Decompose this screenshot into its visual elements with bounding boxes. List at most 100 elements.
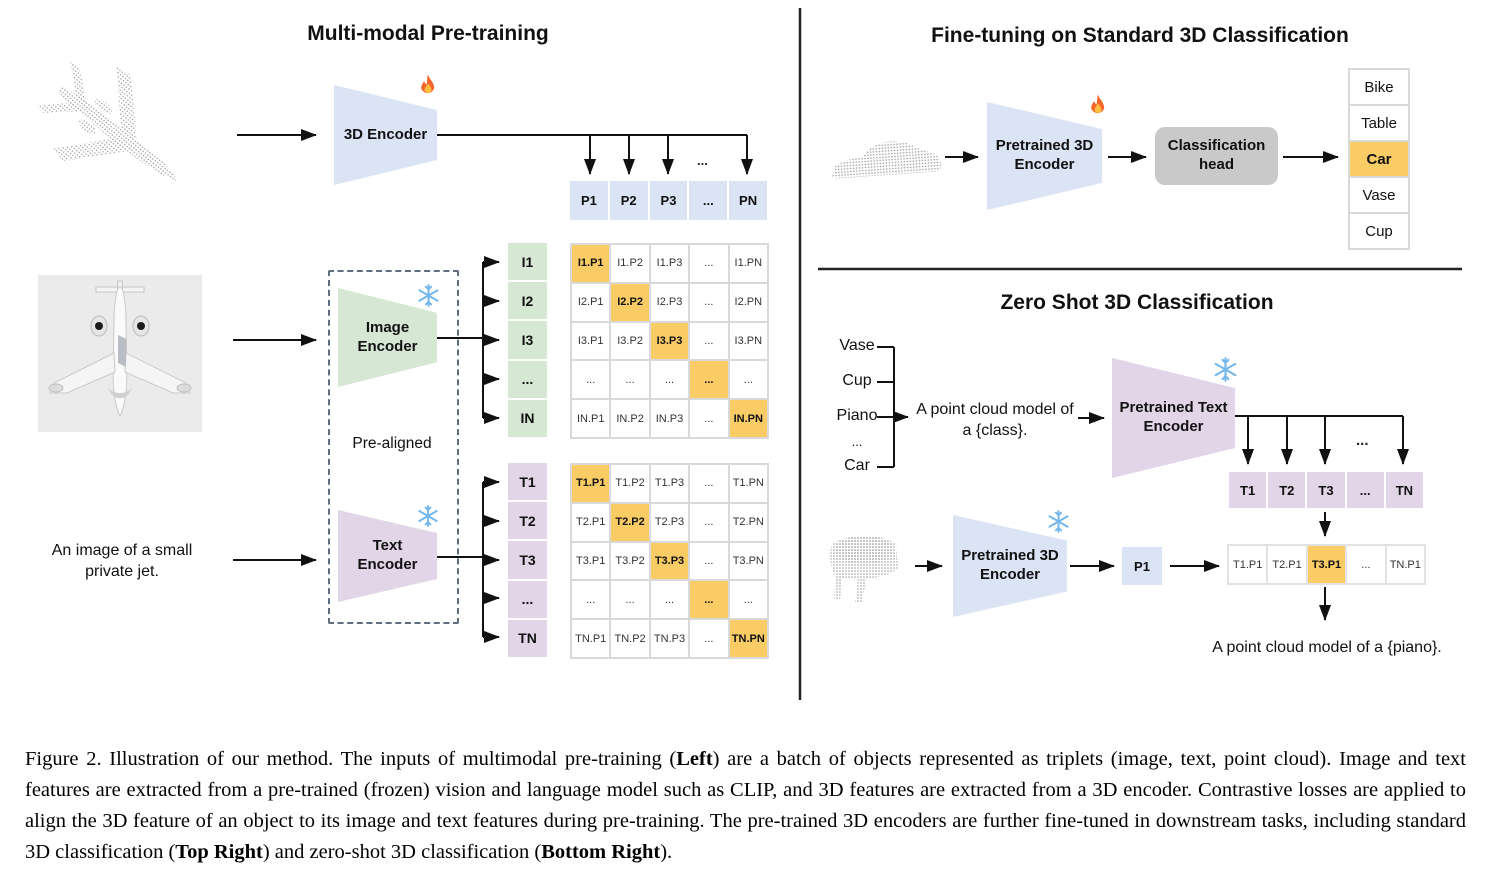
classification-head-label: head [1198,156,1234,173]
text-point-similarity-cell: ... [689,580,729,620]
image-point-similarity-cell: I1.P2 [610,244,650,283]
image-point-similarity-cell: I1.P1 [571,244,611,283]
text-encoder-label: Text [372,537,403,555]
fire-icon [1091,94,1105,114]
image-point-similarity-cell: IN.P1 [571,399,611,438]
image-point-similarity-cell: I3.PN [728,321,768,361]
point-feature-cell: ... [689,181,728,220]
image-point-similarity-cell: ... [728,360,768,400]
image-feature-label-cell: ... [508,360,547,398]
text-point-similarity-cell: ... [571,580,611,620]
text-point-similarity-cell: ... [689,464,729,503]
text-point-similarity-cell: T3.P1 [571,541,611,581]
caption-segment: Top Right [175,840,263,863]
prompt-template-line: a {class}. [962,421,1028,439]
image-point-similarity-cell: ... [689,399,729,438]
text-feature-cell: TN [1385,472,1423,508]
image-point-similarity-cell: I1.P3 [649,244,690,283]
image-point-similarity-cell: IN.P3 [649,399,690,438]
image-feature-label-cell: I2 [508,282,547,320]
classification-head-label: Classification [1167,137,1266,155]
text-feature-label-cell: T2 [508,502,547,540]
class-list-item: Car [1349,141,1409,177]
image-point-similarity-cell: ... [689,360,729,400]
figure-caption: Figure 2. Illustration of our method. Th… [25,744,1466,868]
jet-text-caption: An image of a small private jet. [52,541,193,583]
image-feature-labels: I1 I2 I3... IN [508,243,547,437]
classification-result-list: Bike Table Car Vase Cup [1348,68,1410,250]
image-encoder-label: Encoder [357,337,418,355]
pretrained-text-encoder-label: Encoder [1143,418,1204,435]
car-point-cloud [832,141,942,179]
text-point-similarity-cell: T3.PN [728,541,768,581]
image-point-similarity-cell: IN.P2 [610,399,650,438]
snowflake-icon [1214,357,1237,382]
text-point-similarity-cell: T3.P3 [649,541,690,581]
text-point-similarity-cell: T2.PN [728,502,768,542]
zeroshot-panel-title: Zero Shot 3D Classification [1000,291,1274,314]
image-point-similarity-cell: ... [689,244,729,283]
similarity-cell: T1.P1 [1228,545,1268,584]
pre-aligned-label: Pre-aligned [352,435,432,452]
candidate-class-list: Vase Cup Piano... Car [810,335,900,480]
text-point-similarity-cell: T1.PN [728,464,768,503]
image-point-similarity-cell: I3.P1 [571,321,611,361]
text-point-similarity-cell: ... [610,580,650,620]
similarity-cell: TN.P1 [1385,545,1425,584]
airplane-point-cloud [35,61,179,182]
encoder-3d-label: 3D Encoder [343,125,428,143]
class-list-item: Cup [1349,213,1409,249]
left-panel-title: Multi-modal Pre-training [307,22,549,45]
p-row-ellipsis: ... [697,153,708,168]
image-point-similarity-cell: I1.PN [728,244,768,283]
pre-aligned-group-box [328,270,459,624]
point-feature-cell: P2 [609,181,648,220]
snowflake-icon [1048,510,1069,533]
text-point-similarity-cell: TN.PN [728,619,768,658]
snowflake-icon [418,505,438,527]
pretrained-3d-encoder-label: Encoder [1014,156,1075,173]
pretrained-3d-encoder-zeroshot-label: Encoder [979,566,1040,583]
pretrained-3d-encoder-zeroshot-label: Pretrained 3D [961,547,1059,565]
class-list-item: Bike [1349,69,1409,105]
image-point-similarity-cell: I2.P1 [571,282,611,322]
text-feature-row: T1 T2 T3... TN [1229,472,1423,508]
zeroshot-similarity-row: T1.P1 T2.P1 T3.P1... TN.P1 [1227,544,1426,585]
candidate-class-label: Car [844,457,870,474]
caption-segment: Bottom Right [541,840,661,863]
point-feature-cell: P1 [570,181,608,220]
image-point-similarity-cell: IN.PN [728,399,768,438]
point-feature-cell: P3 [649,181,688,220]
p1-label: P1 [1134,558,1150,574]
image-point-similarity-cell: ... [689,321,729,361]
pretrained-3d-encoder-label: Pretrained 3D [995,137,1094,155]
jet-image [38,275,202,432]
image-point-similarity-cell: ... [649,360,690,400]
zeroshot-result-text: A point cloud model of a {piano}. [1212,639,1442,656]
point-feature-row: P1 P2 P3... PN [570,181,767,220]
piano-point-cloud [830,535,898,602]
caption-segment: Figure 2. Illustration of our method. Th… [25,747,677,770]
candidate-class-label: Piano [836,407,878,424]
image-feature-label-cell: I3 [508,321,547,359]
text-point-similarity-cell: TN.P1 [571,619,611,658]
text-point-similarity-cell: TN.P3 [649,619,690,658]
text-feature-cell: T3 [1307,472,1345,508]
text-point-similarity-cell: TN.P2 [610,619,650,658]
image-feature-label-cell: I1 [508,243,547,281]
point-feature-cell: PN [729,181,767,220]
text-point-similarity-cell: T2.P2 [610,502,650,542]
text-feature-label-cell: TN [508,619,547,657]
caption-segment: ) are a batch of objects represented as … [25,747,1466,863]
text-point-similarity-cell: T1.P3 [649,464,690,503]
image-point-similarity-cell: I3.P3 [649,321,690,361]
t-row-ellipsis: ... [1356,432,1369,449]
image-point-similarity-cell: ... [571,360,611,400]
image-point-similarity-cell: ... [610,360,650,400]
point-feature-p1-box: P1 [1122,547,1162,585]
image-encoder-label: Image [365,318,410,336]
caption-segment: Left [676,747,713,770]
similarity-cell: T3.P1 [1306,545,1347,584]
finetune-panel-title: Fine-tuning on Standard 3D Classificatio… [931,24,1349,47]
